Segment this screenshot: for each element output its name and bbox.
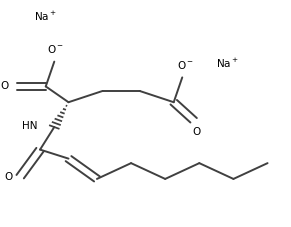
Text: Na$^+$: Na$^+$ — [216, 57, 239, 70]
Text: O$^-$: O$^-$ — [47, 43, 64, 55]
Text: O$^-$: O$^-$ — [177, 59, 194, 71]
Text: O: O — [192, 127, 200, 137]
Text: O: O — [0, 81, 9, 91]
Text: O: O — [5, 172, 13, 182]
Text: HN: HN — [22, 121, 37, 131]
Text: Na$^+$: Na$^+$ — [34, 10, 57, 23]
